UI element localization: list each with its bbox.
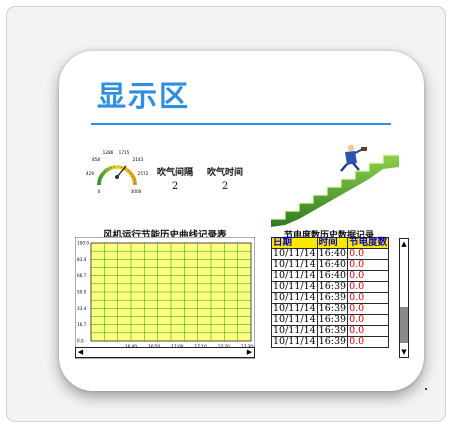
col-header-time: 时间 — [316, 237, 349, 249]
cell-value: 0.0 — [347, 303, 390, 315]
metric-label: 吹气间隔 — [157, 168, 194, 178]
dial-gauge-icon: 1286 1715 858 2143 429 2572 0 3000 — [86, 150, 149, 194]
cell-date: 10/11/14 — [271, 314, 318, 326]
gauge-label: 3000 — [131, 189, 142, 194]
cell-time: 16:39 — [316, 292, 349, 304]
cell-time: 16:40 — [316, 248, 349, 260]
table-header-row: 日期 时间 节电度数 — [271, 237, 390, 249]
metric-blow-interval: 吹气间隔 2 — [157, 165, 193, 192]
x-tick-label: 17:30 — [241, 344, 253, 349]
x-tick-label: 17:10 — [195, 344, 207, 349]
cell-time: 16:40 — [316, 270, 349, 282]
scroll-right-arrow-icon[interactable]: ▶ — [246, 348, 253, 356]
cell-date: 10/11/14 — [271, 325, 318, 337]
cell-value: 0.0 — [347, 281, 390, 293]
cell-value: 0.0 — [347, 248, 390, 260]
cell-date: 10/11/14 — [271, 270, 318, 282]
cell-date: 10/11/14 — [271, 292, 318, 304]
cell-time: 16:39 — [316, 303, 349, 315]
table-row: 10/11/14 16:39 0.0 — [271, 303, 390, 315]
gauge-label: 1715 — [119, 150, 130, 155]
y-tick-label: 0.0 — [77, 339, 84, 344]
table-vertical-scrollbar[interactable]: ▲ ▼ — [399, 238, 409, 358]
title-divider — [91, 123, 391, 125]
cell-time: 16:39 — [316, 325, 349, 337]
gauge-label: 2572 — [138, 171, 149, 176]
slide-marker — [425, 388, 427, 390]
table-row: 10/11/14 16:39 0.0 — [271, 314, 390, 326]
cell-time: 16:40 — [316, 259, 349, 271]
cell-value: 0.0 — [347, 336, 390, 348]
metric-value: 2 — [221, 181, 229, 192]
y-tick-label: 16.7 — [77, 322, 87, 327]
col-header-saved-kwh: 节电度数 — [347, 237, 390, 249]
scroll-left-arrow-icon[interactable]: ◀ — [77, 348, 84, 356]
y-tick-label: 33.4 — [77, 306, 87, 311]
cell-time: 16:39 — [316, 336, 349, 348]
cell-value: 0.0 — [347, 259, 390, 271]
x-tick-label: 17:20 — [218, 344, 230, 349]
cell-time: 16:39 — [316, 314, 349, 326]
scrollbar-thumb[interactable] — [400, 307, 408, 343]
y-tick-label: 50.0 — [77, 290, 87, 295]
history-line-chart: 100.0 83.4 66.7 50.0 33.4 16.7 0.0 16:40 16:50 17… — [75, 237, 255, 359]
chart-horizontal-scrollbar[interactable]: ◀ ▶ — [75, 347, 255, 358]
gauge-label: 429 — [86, 171, 94, 176]
metric-value: 2 — [171, 181, 179, 192]
table-row: 10/11/14 16:39 0.0 — [271, 336, 390, 348]
col-header-date: 日期 — [271, 237, 318, 249]
table-row: 10/11/14 16:40 0.0 — [271, 259, 390, 271]
table-row: 10/11/14 16:40 0.0 — [271, 248, 390, 260]
gauge-label: 2143 — [133, 157, 144, 162]
cell-date: 10/11/14 — [271, 303, 318, 315]
cell-value: 0.0 — [347, 325, 390, 337]
table-row: 10/11/14 16:39 0.0 — [271, 325, 390, 337]
chart-title: 风机运行节能历史曲线记录表 — [103, 230, 227, 241]
gauge-label: 1286 — [103, 150, 114, 155]
y-tick-label: 66.7 — [77, 273, 87, 278]
slide-canvas: 显示区 1286 1715 858 2143 429 2572 0 3000 吹… — [59, 51, 424, 391]
climbing-stairs-businessman-icon — [271, 144, 399, 227]
x-tick-label: 17:00 — [171, 344, 183, 349]
y-tick-label: 100.0 — [77, 241, 89, 246]
slide-title: 显示区 — [97, 79, 191, 113]
scroll-up-arrow-icon[interactable]: ▲ — [401, 240, 407, 248]
metric-blow-time: 吹气时间 2 — [207, 165, 243, 192]
energy-history-table: 日期 时间 节电度数 10/11/14 16:40 0.0 10/11/14 16:40… — [271, 237, 390, 348]
table-row: 10/11/14 16:39 0.0 — [271, 292, 390, 304]
cell-date: 10/11/14 — [271, 248, 318, 260]
table-row: 10/11/14 16:39 0.0 — [271, 281, 390, 293]
x-tick-label: 16:40 — [125, 344, 137, 349]
y-tick-label: 83.4 — [77, 257, 87, 262]
x-tick-label: 16:50 — [148, 344, 160, 349]
table-row: 10/11/14 16:40 0.0 — [271, 270, 390, 282]
cell-date: 10/11/14 — [271, 336, 318, 348]
slide-thumbnail-card[interactable]: 显示区 1286 1715 858 2143 429 2572 0 3000 吹… — [6, 6, 446, 422]
cell-time: 16:39 — [316, 281, 349, 293]
cell-date: 10/11/14 — [271, 259, 318, 271]
gauge-label: 0 — [98, 189, 101, 194]
cell-value: 0.0 — [347, 314, 390, 326]
table-title: 节电度数历史数据记录 — [284, 231, 375, 241]
cell-value: 0.0 — [347, 270, 390, 282]
gauge-label: 858 — [92, 157, 100, 162]
metric-label: 吹气时间 — [207, 168, 244, 178]
scroll-down-arrow-icon[interactable]: ▼ — [401, 348, 407, 356]
cell-value: 0.0 — [347, 292, 390, 304]
cell-date: 10/11/14 — [271, 281, 318, 293]
